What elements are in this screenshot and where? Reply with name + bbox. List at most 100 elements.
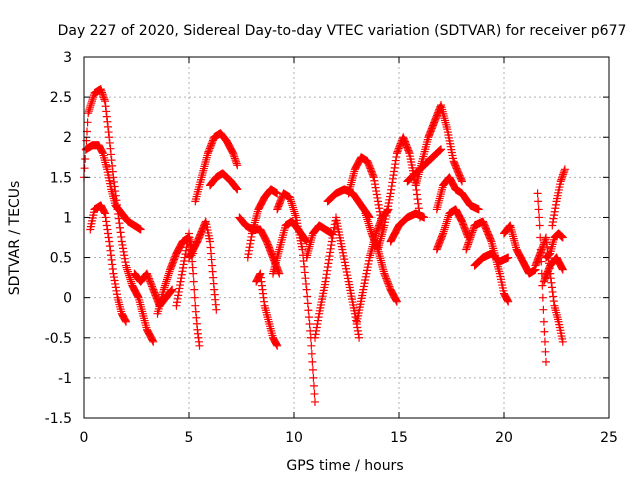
data-point — [102, 107, 111, 116]
data-point — [164, 271, 173, 280]
y-tick-label: 0 — [63, 291, 72, 307]
data-point — [458, 177, 466, 186]
data-point — [548, 221, 557, 230]
data-point — [311, 397, 319, 406]
data-point — [164, 269, 173, 278]
data-point — [533, 189, 542, 198]
data-point — [102, 217, 111, 226]
series-arc-2 — [82, 141, 145, 234]
data-point — [305, 320, 314, 329]
data-point — [123, 267, 132, 276]
data-point — [99, 91, 108, 100]
data-point — [122, 263, 131, 272]
data-point — [539, 317, 548, 326]
data-point — [288, 203, 297, 212]
x-tick-label: 25 — [600, 430, 618, 446]
data-point — [160, 283, 169, 292]
data-point — [163, 273, 172, 282]
data-point — [307, 349, 316, 358]
data-point — [287, 199, 296, 208]
x-tick-label: 5 — [185, 430, 194, 446]
x-axis-label: GPS time / hours — [286, 458, 403, 474]
data-point — [290, 207, 299, 216]
data-point — [362, 211, 371, 220]
data-point — [127, 277, 136, 286]
data-point — [560, 165, 569, 174]
data-point — [148, 336, 157, 345]
data-point — [364, 219, 373, 228]
series-arc-26 — [432, 205, 473, 254]
data-point — [233, 185, 242, 194]
series-arc-7 — [185, 217, 221, 314]
series-arc-3 — [86, 201, 130, 326]
data-point — [190, 293, 199, 302]
data-point — [168, 285, 177, 294]
data-point — [439, 229, 448, 238]
data-point — [309, 373, 318, 382]
series-arc-14 — [269, 217, 311, 278]
x-tick-label: 0 — [80, 430, 89, 446]
data-point — [540, 337, 549, 346]
series-arc-8 — [191, 129, 242, 206]
data-point — [136, 225, 145, 234]
data-point — [232, 183, 241, 192]
y-tick-label: 1.5 — [50, 170, 72, 186]
data-point — [474, 205, 483, 214]
data-point — [85, 105, 94, 114]
data-point — [273, 341, 282, 350]
x-tick-label: 20 — [495, 430, 513, 446]
data-point — [162, 277, 171, 286]
series-arc-24 — [411, 101, 466, 190]
data-point — [87, 99, 96, 108]
data-point — [305, 313, 313, 322]
data-point — [538, 281, 547, 290]
data-point — [126, 275, 135, 284]
series-arc-23 — [403, 145, 445, 186]
series-arc-9 — [206, 169, 242, 194]
data-point — [558, 233, 567, 242]
data-point — [117, 232, 126, 241]
data-point — [560, 167, 569, 176]
data-point — [420, 213, 429, 222]
data-point — [307, 341, 316, 350]
data-point — [120, 251, 129, 260]
data-point — [439, 227, 448, 236]
data-point — [535, 213, 544, 222]
data-point — [504, 297, 513, 306]
y-axis-label: SDTVAR / TECUs — [7, 181, 23, 296]
data-point — [310, 389, 319, 398]
data-point — [440, 223, 449, 232]
data-point — [534, 197, 543, 206]
data-point — [86, 103, 95, 112]
data-point — [105, 133, 114, 142]
series-arc-12 — [252, 269, 282, 350]
axis-ticks: 0 5 10 15 20 25 -1.5 -1 -0.5 0 0.5 1 1.5 2 2.5 3 — [45, 50, 618, 446]
data-point — [162, 275, 171, 284]
data-point — [309, 381, 318, 390]
data-point — [87, 97, 96, 106]
y-tick-label: -0.5 — [45, 331, 72, 347]
data-point — [285, 193, 294, 202]
data-point — [111, 279, 120, 288]
data-point — [441, 221, 450, 230]
data-point — [542, 357, 550, 366]
data-point — [308, 357, 317, 366]
data-point — [538, 293, 547, 302]
data-point — [440, 225, 449, 234]
data-point — [190, 285, 199, 294]
data-point — [88, 95, 97, 104]
data-point — [233, 161, 242, 170]
data-point — [537, 269, 546, 278]
data-point — [437, 145, 445, 154]
data-point — [536, 233, 545, 242]
data-point — [365, 223, 374, 232]
data-point — [548, 287, 557, 296]
data-point — [232, 184, 241, 193]
data-point — [84, 109, 93, 118]
y-tick-label: 2.5 — [50, 90, 72, 106]
data-point — [122, 261, 130, 270]
data-point — [83, 118, 92, 127]
data-point — [444, 213, 453, 222]
